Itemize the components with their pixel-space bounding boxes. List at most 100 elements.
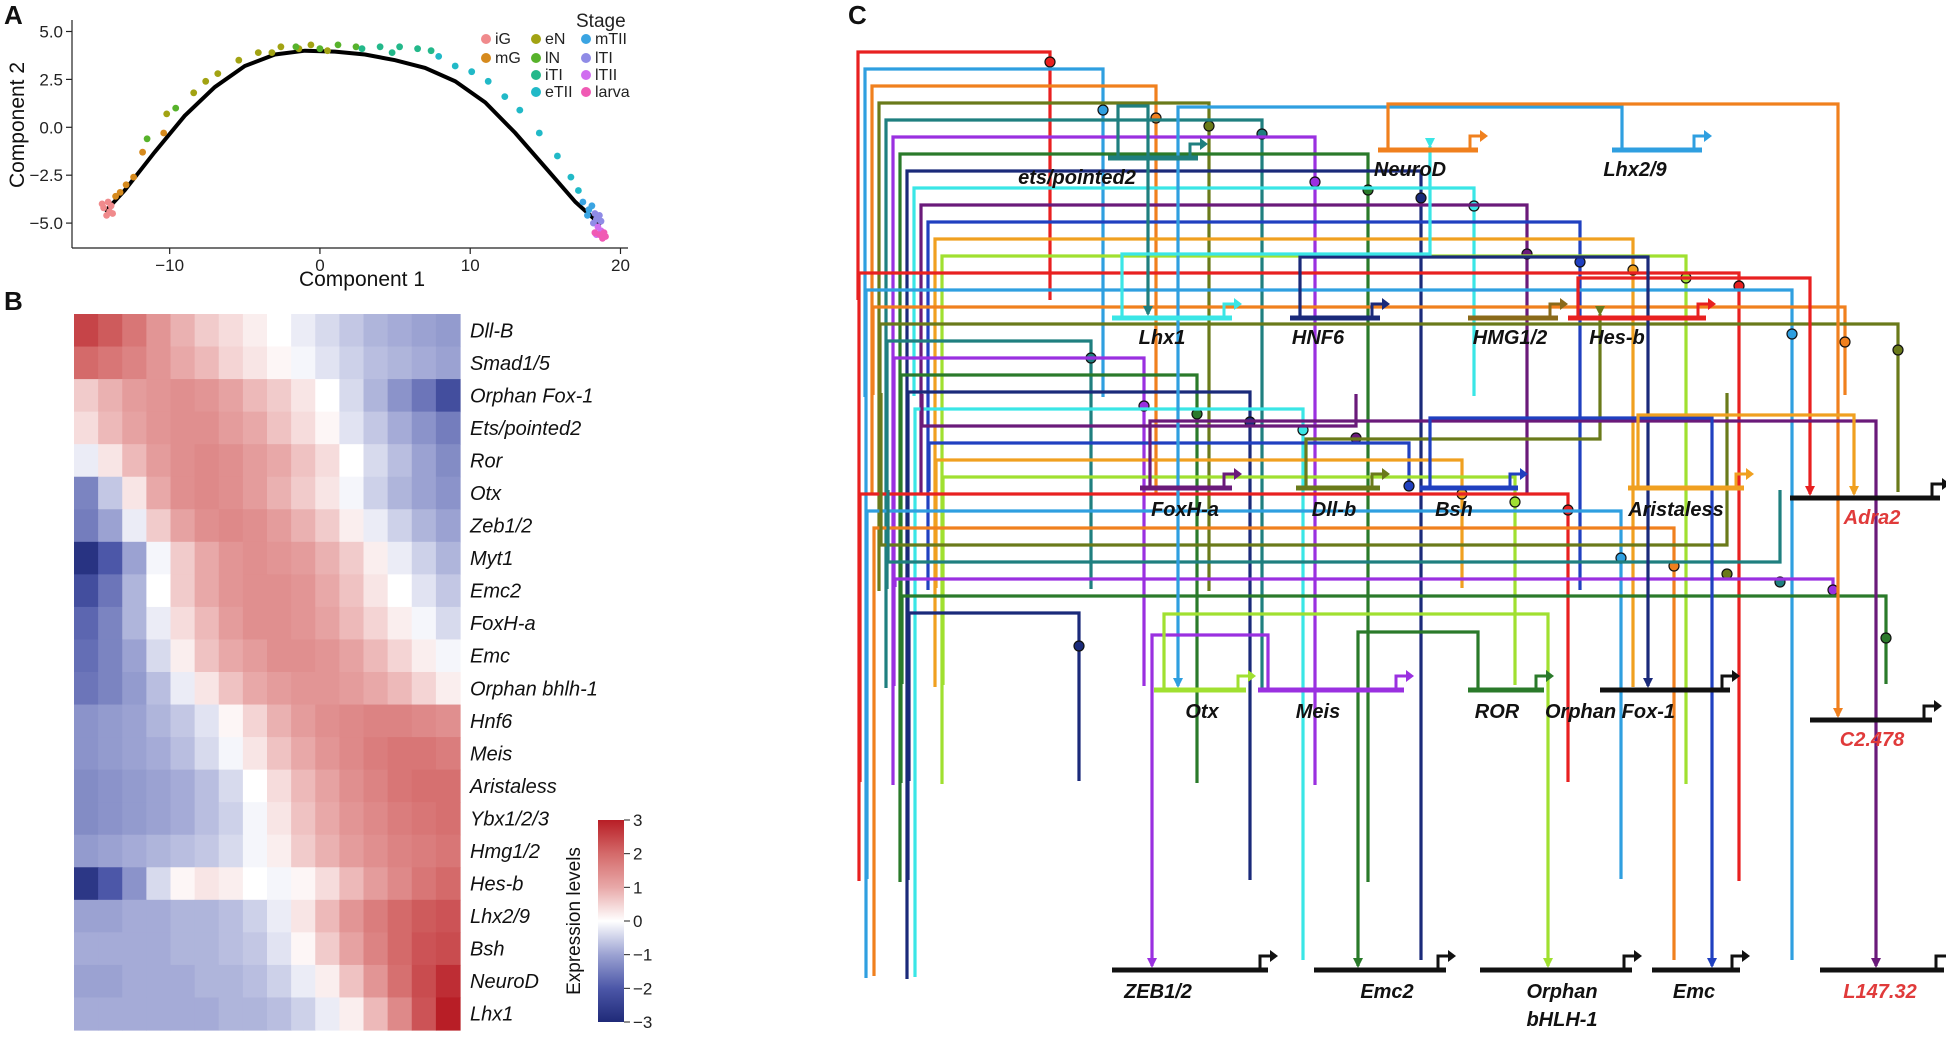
heat-cell-11-9 (291, 672, 316, 706)
heat-cell-17-11 (339, 867, 365, 901)
heat-cell-12-9 (291, 704, 316, 738)
wire-11 (933, 237, 1635, 687)
heat-cell-7-2 (122, 541, 147, 575)
edge-arrow-12 (1543, 958, 1553, 968)
node-label-hnf6: HNF6 (1292, 327, 1345, 349)
legend-label-2: eN (545, 31, 565, 48)
heat-cell-7-10 (315, 541, 340, 575)
wire-node-25 (1509, 496, 1521, 508)
heat-cell-14-15 (435, 769, 461, 803)
heat-cell-5-0 (74, 476, 99, 510)
heat-cell-17-13 (387, 867, 413, 901)
wire-3 (877, 101, 1211, 591)
heat-cell-13-5 (194, 737, 220, 771)
heat-cell-11-5 (194, 672, 220, 706)
legend-swatch-9 (581, 87, 591, 97)
heat-cell-5-5 (194, 476, 220, 510)
heat-cell-6-6 (218, 509, 244, 543)
point-2-7 (307, 41, 315, 49)
heat-cell-1-9 (291, 346, 316, 380)
promoter-aristaless (1734, 472, 1746, 488)
heat-cell-4-5 (194, 444, 220, 478)
heat-cell-15-9 (291, 802, 316, 836)
heat-cell-21-7 (242, 997, 268, 1031)
wire-4 (884, 118, 1264, 688)
heat-cell-10-13 (387, 639, 413, 673)
heat-cell-10-6 (218, 639, 244, 673)
heat-cell-7-14 (411, 541, 437, 575)
heat-cell-13-10 (315, 737, 340, 771)
edge-arrow-9 (1871, 958, 1881, 968)
heat-cell-5-12 (363, 476, 389, 510)
wire-28 (872, 526, 1676, 976)
promoter-arrow-hnf6 (1382, 298, 1390, 310)
heat-cell-6-9 (291, 509, 316, 543)
heat-cell-5-6 (218, 476, 244, 510)
edge-3 (1304, 314, 1602, 488)
heat-cell-15-13 (387, 802, 413, 836)
heat-cell-15-7 (242, 802, 268, 836)
heat-cell-19-3 (146, 932, 172, 966)
heat-cell-18-3 (146, 899, 172, 933)
heat-cell-14-4 (170, 769, 196, 803)
edge-arrow-8 (1425, 138, 1435, 148)
heat-cell-6-1 (98, 509, 123, 543)
heat-cell-21-4 (170, 997, 196, 1031)
heat-cell-3-3 (146, 411, 172, 445)
colorbar-tick-label-3: 0 (633, 912, 642, 931)
row-label-2: Orphan Fox-1 (470, 385, 593, 407)
heat-cell-1-0 (74, 346, 99, 380)
heat-cell-2-0 (74, 379, 99, 413)
heat-cell-3-4 (170, 411, 196, 445)
node-lhx2_9: Lhx2/9 (1603, 130, 1712, 181)
edge-9 (1148, 419, 1878, 966)
heat-cell-0-13 (387, 314, 413, 348)
promoter-dll_b (1370, 472, 1382, 488)
heat-cell-3-2 (122, 411, 147, 445)
wire-10 (926, 220, 1582, 590)
heat-cell-19-15 (435, 932, 461, 966)
heat-cell-13-13 (387, 737, 413, 771)
promoter-hes_b (1696, 302, 1708, 318)
point-5-0 (435, 53, 443, 60)
edge-2 (1386, 102, 1840, 716)
wire-node-9 (1521, 248, 1533, 260)
heat-cell-20-13 (387, 964, 413, 999)
row-label-11: Orphan bhlh-1 (470, 678, 598, 700)
heat-cell-17-9 (291, 867, 316, 901)
heat-cell-2-12 (363, 379, 389, 413)
y-tick-label-1: −2.5 (29, 166, 63, 185)
node-label-ror: ROR (1475, 701, 1520, 723)
row-label-14: Aristaless (469, 776, 557, 798)
node-label-emc2: Emc2 (1360, 981, 1413, 1003)
point-0-5 (109, 210, 116, 217)
wire-node-11 (1627, 264, 1639, 276)
heat-cell-14-14 (411, 769, 437, 803)
heat-cell-4-13 (387, 444, 413, 478)
promoter-ets_pointed2 (1188, 142, 1200, 158)
heat-cell-21-14 (411, 997, 437, 1031)
panel-a-letter: A (4, 0, 23, 30)
promoter-zeb1_2 (1258, 954, 1270, 970)
heat-cell-4-15 (435, 444, 461, 478)
heat-cell-8-8 (267, 574, 292, 608)
heat-cell-8-6 (218, 574, 244, 608)
heatmap-row-labels: Dll-B Smad1/5 Orphan Fox-1 Ets/pointed2 Ror O… (469, 320, 598, 1025)
heat-cell-19-13 (387, 932, 413, 966)
promoter-ror (1534, 674, 1546, 690)
heat-cell-18-12 (363, 899, 389, 933)
heat-cell-5-14 (411, 476, 437, 510)
heat-cell-16-2 (122, 834, 147, 868)
point-0-6 (104, 198, 112, 206)
heat-cell-14-2 (122, 769, 147, 803)
heat-cell-11-13 (387, 672, 413, 706)
promoter-arrow-zeb1_2 (1270, 950, 1278, 962)
heat-cell-15-1 (98, 802, 123, 836)
point-4-5 (388, 49, 396, 56)
point-2-8 (324, 47, 331, 55)
x-axis-ticks: −10 0 10 20 (155, 248, 630, 275)
heat-cell-11-10 (315, 672, 340, 706)
heat-cell-11-3 (146, 672, 172, 706)
heat-cell-13-15 (435, 737, 461, 771)
wire-0 (856, 50, 1052, 300)
